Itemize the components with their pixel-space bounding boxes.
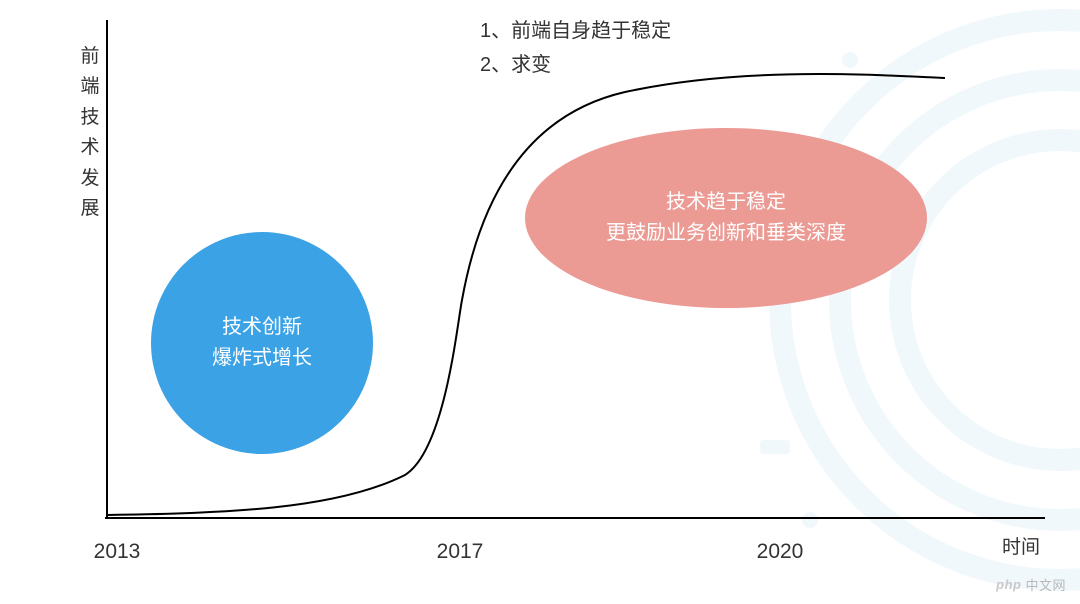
bubble-text: 技术趋于稳定 更鼓励业务创新和垂类深度 bbox=[606, 187, 846, 249]
watermark: php 中文网 bbox=[996, 575, 1066, 594]
bubble-line: 爆炸式增长 bbox=[212, 343, 312, 374]
bubble-line: 技术创新 bbox=[212, 312, 312, 343]
annotation-line: 1、前端自身趋于稳定 bbox=[480, 14, 671, 48]
stage: 前端技术发展 2013 2017 2020 时间 1、前端自身趋于稳定 2、求变… bbox=[0, 0, 1080, 604]
bubble-stability: 技术趋于稳定 更鼓励业务创新和垂类深度 bbox=[525, 128, 927, 308]
bubble-text: 技术创新 爆炸式增长 bbox=[212, 312, 312, 374]
bubble-line: 技术趋于稳定 bbox=[606, 187, 846, 218]
top-annotations: 1、前端自身趋于稳定 2、求变 bbox=[480, 14, 671, 82]
x-tick-label: 2017 bbox=[437, 540, 484, 564]
x-tick-label: 2020 bbox=[757, 540, 804, 564]
watermark-brand: php bbox=[996, 577, 1021, 592]
x-tick-label: 2013 bbox=[94, 540, 141, 564]
watermark-text: 中文网 bbox=[1025, 575, 1066, 594]
x-axis-title: 时间 bbox=[1002, 532, 1040, 559]
bubble-line: 更鼓励业务创新和垂类深度 bbox=[606, 218, 846, 249]
y-axis-title: 前端技术发展 bbox=[80, 42, 100, 224]
bubble-innovation: 技术创新 爆炸式增长 bbox=[151, 232, 373, 454]
annotation-line: 2、求变 bbox=[480, 48, 671, 82]
